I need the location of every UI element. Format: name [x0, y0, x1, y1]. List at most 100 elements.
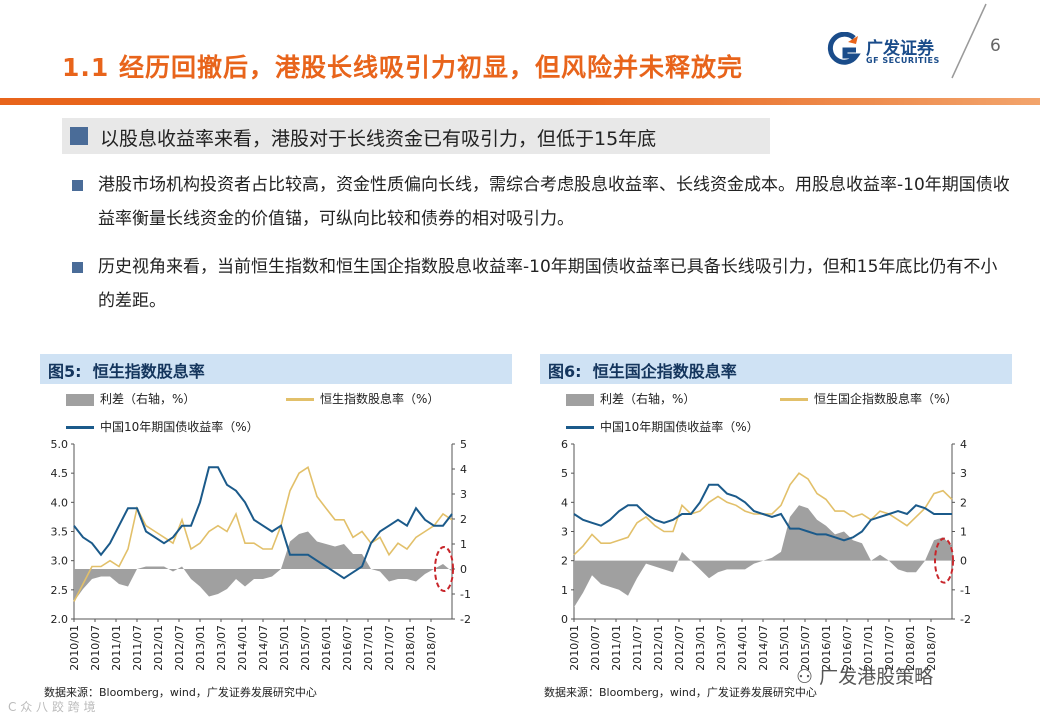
figure-label: 图6: [548, 362, 582, 381]
left-tick-label: 1 [561, 584, 568, 597]
watermark-text: 广发港股策略 [819, 666, 934, 688]
chart-panel-hsi: 图5: 恒生指数股息率 利差（右轴，%） 恒生指数股息率（%） 中国10年期国债… [40, 354, 512, 700]
legend-spread: 利差（右轴，%） [66, 390, 195, 407]
left-tick-label: 3 [561, 526, 568, 539]
spread-area [574, 505, 952, 608]
x-tick-label: 2012/07 [173, 625, 186, 671]
x-tick-label: 2014/07 [757, 625, 770, 671]
chart-source: 数据来源：Bloomberg，wind，广发证券发展研究中心 [44, 686, 317, 699]
header-divider [951, 3, 987, 79]
legend-swatch [566, 426, 594, 429]
legend-swatch [66, 393, 94, 406]
page-number: 6 [990, 36, 1001, 56]
left-tick-label: 4.5 [51, 467, 69, 480]
right-tick-label: 3 [960, 467, 967, 480]
legend-bond: 中国10年期国债收益率（%） [566, 418, 759, 435]
x-tick-label: 2010/07 [89, 625, 102, 671]
chart-source: 数据来源：Bloomberg，wind，广发证券发展研究中心 [544, 686, 817, 699]
x-tick-label: 2018/07 [925, 625, 938, 671]
left-tick-label: 0 [561, 613, 568, 626]
legend-dividend: 恒生国企指数股息率（%） [780, 390, 957, 407]
left-tick-label: 5 [561, 467, 568, 480]
wechat-icon: ⚇ [796, 666, 814, 688]
right-tick-label: 4 [960, 438, 967, 451]
legend-dividend: 恒生指数股息率（%） [286, 390, 439, 407]
x-tick-label: 2017/07 [883, 625, 896, 671]
x-tick-label: 2015/07 [799, 625, 812, 671]
x-tick-label: 2012/01 [152, 625, 165, 671]
bullet-text: 港股市场机构投资者占比较高，资金性质偏向长线，需综合考虑股息收益率、长线资金成本… [98, 175, 1010, 229]
right-tick-label: 2 [960, 496, 967, 509]
legend-swatch [780, 398, 808, 401]
left-tick-label: 5.0 [51, 438, 69, 451]
right-tick-label: -2 [460, 613, 471, 626]
chart-plot: 6 5 4 3 2 1 0 4 3 2 1 0 -1 -2 2010/01 2010/07 2011/01 201… [561, 438, 971, 671]
left-tick-label: 6 [561, 438, 568, 451]
bond-line [573, 483, 952, 542]
x-tick-label: 2016/07 [341, 625, 354, 671]
x-tick-label: 2010/01 [568, 625, 581, 671]
x-tick-label: 2016/07 [841, 625, 854, 671]
x-tick-label: 2017/07 [383, 625, 396, 671]
chart-title: 图5: 恒生指数股息率 [48, 358, 205, 382]
legend-swatch [66, 426, 94, 429]
right-tick-label: 2 [460, 513, 467, 526]
x-tick-label: 2018/01 [404, 625, 417, 671]
x-tick-label: 2012/07 [673, 625, 686, 671]
right-tick-label: 0 [960, 555, 967, 568]
x-tick-label: 2016/01 [320, 625, 333, 671]
x-tick-label: 2017/01 [362, 625, 375, 671]
bullet-item: 港股市场机构投资者占比较高，资金性质偏向长线，需综合考虑股息收益率、长线资金成本… [72, 168, 1012, 236]
chart-header: 图6: 恒生国企指数股息率 [540, 354, 1012, 384]
section-marker [70, 127, 88, 145]
x-tick-label: 2016/01 [820, 625, 833, 671]
bullet-item: 历史视角来看，当前恒生指数和恒生国企指数股息收益率-10年期国债收益率已具备长线… [72, 250, 1012, 318]
gf-logo-icon [827, 31, 861, 65]
bullet-text: 历史视角来看，当前恒生指数和恒生国企指数股息收益率-10年期国债收益率已具备长线… [98, 257, 998, 311]
right-tick-label: 1 [960, 526, 967, 539]
chart-title: 图6: 恒生国企指数股息率 [548, 358, 737, 382]
x-tick-label: 2013/07 [715, 625, 728, 671]
legend-label: 中国10年期国债收益率（%） [100, 420, 259, 434]
left-tick-label: 3.5 [51, 526, 69, 539]
legend-label: 利差（右轴，%） [100, 392, 196, 406]
x-tick-label: 2011/01 [610, 625, 623, 671]
legend-label: 恒生指数股息率（%） [320, 392, 440, 406]
wechat-watermark: ⚇ 广发港股策略 [796, 662, 933, 689]
x-tick-label: 2013/07 [215, 625, 228, 671]
chart-panel-hscei: 图6: 恒生国企指数股息率 利差（右轴，%） 恒生国企指数股息率（%） 中国10… [540, 354, 1012, 700]
right-tick-label: 4 [460, 463, 467, 476]
title-rule [0, 98, 1040, 105]
right-tick-label: -2 [960, 613, 971, 626]
x-tick-label: 2015/01 [778, 625, 791, 671]
logo-text: 广发证券 [866, 39, 934, 59]
legend-bond: 中国10年期国债收益率（%） [66, 418, 259, 435]
x-tick-label: 2013/01 [194, 625, 207, 671]
corner-watermark: C 众 八 跤 跨 境 [8, 700, 96, 714]
x-tick-label: 2010/01 [68, 625, 81, 671]
legend-swatch [566, 393, 594, 406]
figure-label: 图5: [48, 362, 82, 381]
dividend-line [73, 466, 453, 602]
left-tick-label: 2.0 [51, 613, 69, 626]
x-tick-label: 2011/07 [631, 625, 644, 671]
x-tick-label: 2014/01 [736, 625, 749, 671]
section-heading-bar: 以股息收益率来看，港股对于长线资金已有吸引力，但低于15年底 [62, 118, 770, 154]
right-tick-label: 5 [460, 438, 467, 451]
figure-title: 恒生国企指数股息率 [592, 362, 737, 381]
x-tick-label: 2018/07 [425, 625, 438, 671]
legend-label: 恒生国企指数股息率（%） [814, 392, 958, 406]
figure-title: 恒生指数股息率 [92, 362, 205, 381]
right-tick-label: -1 [460, 588, 471, 601]
slide-title: 1.1 经历回撤后，港股长线吸引力初显，但风险并未释放完 [62, 53, 743, 82]
x-tick-label: 2017/01 [862, 625, 875, 671]
x-tick-label: 2011/01 [110, 625, 123, 671]
x-tick-label: 2018/01 [904, 625, 917, 671]
legend-spread: 利差（右轴，%） [566, 390, 695, 407]
right-tick-label: 0 [460, 563, 467, 576]
left-tick-label: 2.5 [51, 584, 69, 597]
gf-logo: 广发证券 GF SECURITIES [826, 31, 944, 72]
bullet-marker [72, 180, 83, 191]
left-tick-label: 4 [561, 496, 568, 509]
right-tick-label: -1 [960, 584, 971, 597]
